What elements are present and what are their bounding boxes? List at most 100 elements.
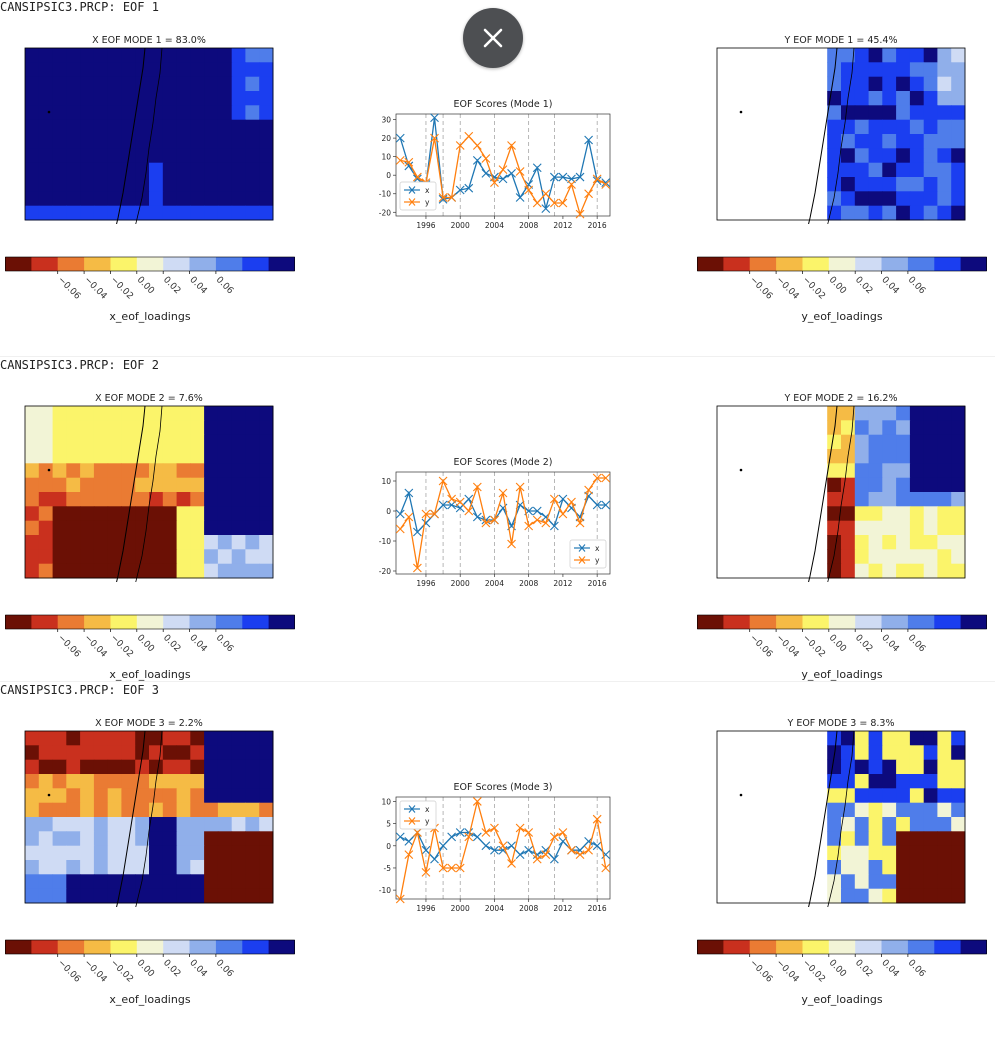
colorbar-swatch: [189, 615, 217, 629]
series-x-point: [404, 836, 414, 846]
series-x-point: [549, 854, 559, 864]
x-tick-label: 2016: [588, 579, 607, 588]
colorbar-tick-label: −0.06: [748, 633, 775, 660]
colorbar-tick-label: 0.04: [879, 275, 900, 296]
colorbar-swatch: [136, 615, 164, 629]
series-x-point: [490, 845, 499, 855]
colorbar-swatch: [723, 615, 751, 629]
colorbar-label: y_eof_loadings: [801, 668, 882, 681]
colorbar-swatch: [242, 615, 270, 629]
series-y-point: [507, 859, 516, 868]
series-y-point: [515, 482, 525, 492]
series-x-point: [601, 178, 611, 188]
x-tick-label: 2000: [451, 904, 470, 913]
series-y-point: [567, 497, 576, 507]
x-tick-label: 2012: [553, 904, 572, 913]
y-tick-label: -10: [379, 190, 391, 199]
colorbar-swatch: [697, 615, 724, 629]
series-y-point: [515, 167, 525, 176]
chart-title: EOF Scores (Mode 1): [454, 99, 553, 110]
colorbar-tick-label: 0.02: [853, 275, 874, 296]
colorbar-tick-label: −0.02: [800, 958, 827, 985]
series-x-point: [575, 172, 585, 182]
colorbar-swatch: [855, 940, 883, 954]
colorbar-label: y_eof_loadings: [801, 310, 882, 323]
series-x-point: [515, 850, 525, 860]
x-tick-label: 1996: [416, 221, 435, 230]
colorbar-swatch: [110, 940, 138, 954]
x-tick-label: 2016: [588, 221, 607, 230]
colorbar-swatch: [855, 257, 883, 271]
x-tick-label: 2004: [485, 221, 504, 230]
colorbar-swatch: [5, 940, 32, 954]
colorbar-swatch: [57, 257, 85, 271]
colorbar-tick-label: 0.00: [827, 275, 848, 296]
chart-legend: xy: [399, 181, 437, 211]
series-x-point: [421, 845, 431, 855]
colorbar-tick-label: 0.06: [906, 633, 927, 654]
colorbar-swatch: [110, 615, 138, 629]
series-y-point: [481, 518, 491, 528]
series-y-point: [498, 165, 508, 175]
series-y-point: [558, 828, 568, 837]
series-y-point: [592, 814, 602, 824]
colorbar-swatch: [84, 940, 111, 954]
colorbar-tick-label: −0.04: [774, 958, 801, 985]
series-x-point: [558, 494, 568, 504]
series-x-point: [472, 155, 482, 165]
colorbar-swatch: [749, 615, 777, 629]
colorbar-tick-label: 0.00: [135, 958, 156, 979]
series-y-point: [438, 476, 448, 486]
section-label: CANSIPSIC3.PRCP: EOF 1: [0, 0, 159, 14]
series-x-point: [395, 832, 405, 842]
colorbar-tick-label: 0.02: [161, 958, 182, 979]
series-y-point: [567, 180, 576, 189]
colorbar-swatch: [907, 615, 935, 629]
series-x-point: [549, 172, 559, 182]
map-title: X EOF MODE 1 = 83.0%: [92, 35, 206, 46]
colorbar-tick-label: −0.02: [108, 633, 135, 660]
series-y-point: [455, 497, 465, 507]
series-y-point: [472, 482, 482, 492]
colorbar-swatch: [268, 940, 295, 954]
y-tick-label: 0: [386, 507, 391, 516]
series-x-point: [541, 845, 551, 855]
eof-scores-chart-mode-1: EOF Scores (Mode 1) -20 -10 0 10 20 30 1996 2000…: [379, 99, 611, 230]
colorbar-tick-label: 0.02: [853, 633, 874, 654]
series-y-point: [413, 828, 422, 837]
colorbar-swatch: [136, 940, 164, 954]
x-tick-label: 2008: [519, 904, 538, 913]
colorbar-swatch: [776, 615, 803, 629]
x-tick-label: 2016: [588, 904, 607, 913]
colorbar-tick-label: −0.04: [82, 275, 109, 302]
colorbar-swatch: [723, 257, 751, 271]
series-y-point: [524, 521, 534, 531]
colorbar-tick-label: −0.06: [748, 275, 775, 302]
colorbar-swatch: [189, 940, 217, 954]
colorbar-swatch: [749, 940, 777, 954]
colorbar-swatch: [136, 257, 164, 271]
series-y-point: [464, 832, 474, 842]
close-button[interactable]: [463, 8, 523, 68]
colorbar-swatch: [776, 257, 803, 271]
section-divider: [0, 681, 995, 682]
colorbar-swatch: [828, 940, 856, 954]
series-y-point: [575, 518, 585, 528]
series-y-point: [472, 797, 482, 806]
series-x-point: [481, 168, 491, 178]
colorbar-swatch: [934, 615, 962, 629]
chart-legend: xy: [569, 539, 607, 569]
series-y-point: [541, 518, 551, 528]
colorbar-tick-label: 0.04: [187, 958, 208, 979]
colorbar-tick-label: 0.00: [135, 275, 156, 296]
colorbar-tick-label: 0.06: [906, 275, 927, 296]
series-x-point: [592, 841, 602, 851]
series-y-point: [464, 131, 474, 141]
colorbar-swatch: [723, 940, 751, 954]
colorbar-swatch: [57, 615, 85, 629]
series-y-point: [404, 157, 414, 167]
colorbar-tick-label: 0.04: [879, 958, 900, 979]
colorbar-swatch: [828, 257, 856, 271]
series-y-point: [490, 515, 499, 525]
colorbar-tick-label: −0.06: [56, 633, 83, 660]
